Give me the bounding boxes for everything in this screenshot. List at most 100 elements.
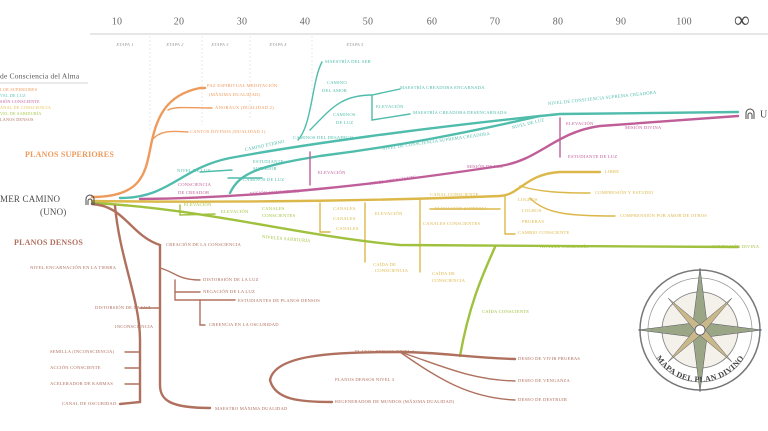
node-label: NIVEL ENCARNACIÓN EN LA TIERRA (30, 265, 117, 270)
node-label: NEGACIÓN DE LA LUZ (203, 289, 255, 294)
node-label: CAMINOS DEL DESAPEGO (293, 135, 354, 140)
node-label: DE LUZ (336, 120, 353, 125)
node-label: CANTOS DIVINOS (DUALIDAD 1) (190, 129, 266, 134)
compass (637, 267, 763, 393)
scale (90, 33, 768, 130)
node-label: MISIÓN CONSCIENTE (250, 188, 300, 196)
tree (90, 61, 740, 410)
branch-path (309, 88, 401, 131)
node-label: CANALES (333, 216, 356, 221)
branch-path (297, 61, 323, 141)
node-label: REGENERADOR DE MUNDOS (MÁXIMA DUALIDAD) (335, 399, 455, 404)
node-label: ACELERADOR DE KARMAS (50, 381, 113, 386)
node-label: CANAL CONSCIENTE (430, 192, 479, 197)
branch-path (90, 86, 207, 199)
scale-tick: 90 (616, 16, 626, 27)
node-label: NIVEL CONSCIENTE (370, 175, 417, 186)
node-label: MISIÓN DE LUZ (467, 164, 503, 169)
node-label: CONSCIENCIA (375, 268, 409, 273)
branch-path (199, 299, 206, 326)
node-label: MAESTRÍA CREADORA ENCARNADA (400, 85, 485, 90)
stage-label: ETAPA 2 (165, 42, 184, 47)
node-label: CAMINOS (333, 112, 356, 117)
scale-tick: 60 (427, 16, 437, 27)
scale-tick: 30 (237, 16, 247, 27)
branch-path (167, 106, 213, 111)
legend-title: de Consciencia del Alma (0, 72, 80, 81)
node-label: ESTUDIANTES DE PLANOS DENSOS (238, 298, 320, 303)
node-label: DE CREADOR (178, 190, 210, 195)
node-label: PLANOS DENSOS NIVEL 2 (355, 349, 415, 354)
scale-tick: ∞ (734, 7, 750, 32)
branch-path (118, 110, 740, 200)
branch-path (319, 202, 331, 233)
branch-path (228, 114, 542, 195)
node-label: ACCIÓN CONSCIENTE (50, 365, 101, 370)
node-label: (UNO) (40, 207, 67, 217)
scale-tick: 70 (490, 16, 500, 27)
node-label: CREENCIA EN LA OSCURIDAD (209, 322, 279, 327)
node-label: DISTORSIÓN DE LA LUZ (95, 305, 151, 310)
node-label: DESEO DE VIVIR PRUEBAS (518, 356, 580, 361)
node-label: ELEVACIÓN (376, 104, 404, 109)
node-label: PAZ ESPIRITUAL MEDITACIÓN (207, 83, 278, 88)
node-label: PRUEBAS (522, 219, 544, 224)
node-label: DESEO DE DESTRUIR (518, 397, 568, 402)
node-label: PLANOS SUPERIORES (25, 150, 114, 159)
node-label: INCONSCIENCIA (115, 324, 154, 329)
stage-label: ETAPA 5 (345, 42, 364, 47)
node-label: CANALES CONSCIENTES (423, 221, 481, 226)
branch-path (268, 378, 334, 404)
node-label: CAMINOS DE LUZ (243, 177, 284, 182)
branch-path (159, 267, 201, 281)
stage-label: ETAPA 1 (115, 42, 133, 47)
node-label: MER CAMINO (0, 194, 61, 204)
legend-item: LANOS DENSOS (0, 117, 34, 122)
scale-tick: 40 (300, 16, 310, 27)
branch-path (504, 195, 516, 235)
branch-path (113, 204, 142, 406)
legend-item: VEL DE LUZ (0, 93, 26, 98)
node-label: COMPRESIÓN Y ESTUDIO (595, 190, 654, 195)
node-label: CONSCIENCIA (178, 182, 212, 187)
node-label: SUPERIOR (253, 166, 278, 171)
node-label: CREACIÓN DE LA CONSCIENCIA (166, 242, 241, 247)
node-label: ELEVACIÓN (221, 209, 249, 214)
node-label: CANAL DE OSCURIDAD (62, 401, 117, 406)
branch-path (174, 279, 236, 301)
scale-tick: 10 (112, 16, 122, 27)
node-label: ELEVACIÓN (566, 121, 594, 126)
node-label: CAÍDA CONSCIENTE (482, 309, 529, 314)
branch-path (529, 197, 616, 217)
node-label: LOGROS (522, 208, 542, 213)
legend-item: ANAL DE CONSCIENCIA (0, 105, 51, 110)
node-label: PLANOS DENSOS NIVEL 3 (335, 377, 395, 382)
node-label: CONSCIENCIA (432, 278, 466, 283)
branch-path (90, 170, 602, 203)
node-label: NIVELES SABIDURÍA (540, 244, 589, 249)
origin-icon (85, 108, 755, 205)
node-label: LIBRE (605, 169, 619, 174)
node-label: CANALES (262, 206, 285, 211)
branch-path (151, 130, 189, 141)
node-label: CAMBIO CONSCIENTE (518, 230, 570, 235)
node-label: SEMILLA (INCONSCIENCIA) (50, 349, 114, 354)
branch-path (519, 185, 591, 194)
stage-label: ETAPA 3 (210, 42, 229, 47)
node-label: ANORAUX (DUALIDAD 2) (215, 105, 274, 110)
branch-path (90, 201, 740, 249)
branch-path (458, 245, 497, 358)
scale-tick: 80 (553, 16, 563, 27)
scale-tick: 100 (676, 16, 692, 27)
node-label: CAÍDA DE (373, 262, 396, 267)
node-label: (MÁXIMA DUALIDAD) (209, 92, 261, 97)
node-label: COMPASIÓN DIVINA (712, 244, 760, 249)
node-label: CONSCIENTES (262, 213, 296, 218)
branch-path (199, 169, 233, 173)
branch-path (179, 204, 216, 216)
node-label: DEL AMOR (322, 88, 348, 93)
branch-path (399, 351, 516, 401)
branch-path (124, 351, 141, 385)
scale-tick: 20 (174, 16, 184, 27)
